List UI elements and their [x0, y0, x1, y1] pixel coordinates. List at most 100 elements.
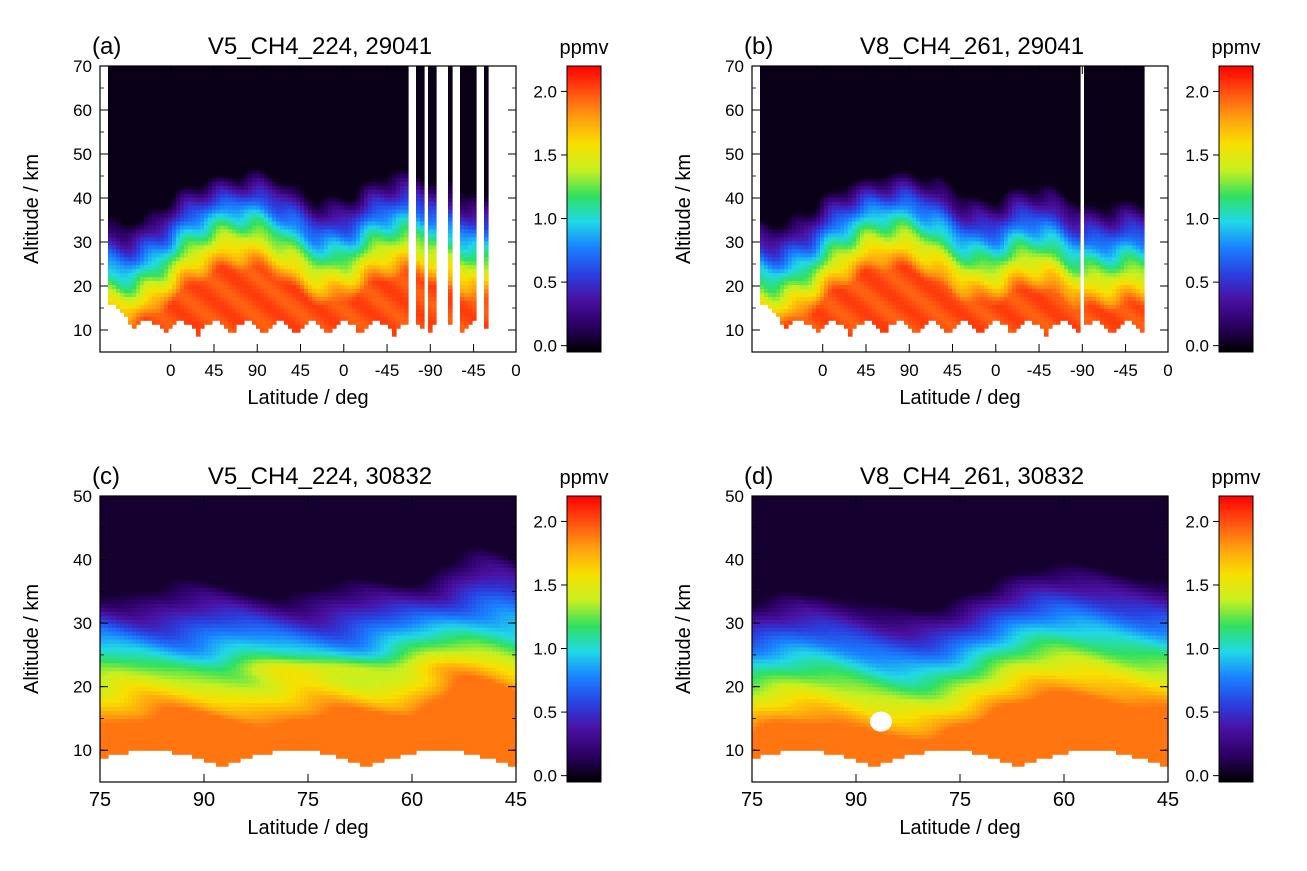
- colorbar-tick-label: 0.5: [533, 273, 557, 292]
- y-tick-label: 60: [73, 101, 92, 120]
- x-tick-label: 90: [193, 789, 215, 811]
- y-tick-label: 20: [73, 277, 92, 296]
- x-tick-label: -45: [375, 361, 400, 380]
- colorbar-tick-label: 0.0: [533, 767, 557, 786]
- x-tick-label: 90: [248, 361, 267, 380]
- y-tick-label: 30: [725, 233, 744, 252]
- y-tick-label: 10: [725, 741, 744, 760]
- y-tick-label: 30: [73, 614, 92, 633]
- y-tick-label: 30: [725, 614, 744, 633]
- colorbar-tick-label: 0.5: [1185, 703, 1209, 722]
- y-tick-label: 40: [73, 551, 92, 570]
- colorbar-tick-label: 2.0: [533, 512, 557, 531]
- colorbar-tick-label: 1.0: [533, 640, 557, 659]
- x-tick-label: 45: [857, 361, 876, 380]
- y-axis-label: Altitude / km: [21, 584, 43, 694]
- y-tick-label: 50: [725, 487, 744, 506]
- panel-letter: (c): [92, 463, 120, 490]
- y-tick-label: 10: [73, 321, 92, 340]
- panel-letter: (d): [744, 463, 773, 490]
- colorbar-tick-label: 1.5: [533, 146, 557, 165]
- colorbar-unit: ppmv: [1212, 37, 1261, 59]
- x-tick-label: 45: [505, 789, 527, 811]
- colorbar-tick-label: 1.5: [533, 576, 557, 595]
- panel-title: V8_CH4_261, 30832: [860, 463, 1084, 490]
- x-tick-label: 0: [818, 361, 827, 380]
- colorbar-tick-label: 2.0: [1185, 82, 1209, 101]
- colorbar: ppmv 0.0 0.5 1.0 1.5 2.0: [1185, 467, 1260, 786]
- y-tick-label: 40: [725, 551, 744, 570]
- x-tick-label: 45: [291, 361, 310, 380]
- x-tick-label: 60: [1053, 789, 1075, 811]
- y-tick-label: 70: [725, 57, 744, 76]
- x-axis-label: Latitude / deg: [899, 387, 1020, 409]
- colorbar-tick-label: 1.0: [533, 210, 557, 229]
- x-tick-label: -45: [1113, 361, 1138, 380]
- colorbar: ppmv 0.0 0.5 1.0 1.5 2.0: [533, 467, 608, 786]
- x-tick-label: 0: [339, 361, 348, 380]
- y-tick-label: 50: [73, 487, 92, 506]
- heatmap-field: [100, 496, 517, 767]
- colorbar-unit: ppmv: [560, 467, 609, 489]
- panel-letter: (b): [744, 33, 773, 60]
- y-axis-label: Altitude / km: [673, 154, 695, 264]
- colorbar-tick-label: 1.0: [1185, 210, 1209, 229]
- colorbar-tick-label: 2.0: [1185, 512, 1209, 531]
- x-tick-label: 0: [991, 361, 1000, 380]
- x-tick-label: 75: [297, 789, 319, 811]
- colorbar-tick-label: 0.5: [533, 703, 557, 722]
- colorbar-tick-label: 0.0: [1185, 767, 1209, 786]
- y-tick-label: 20: [725, 678, 744, 697]
- x-tick-label: 0: [1163, 361, 1172, 380]
- y-tick-label: 70: [73, 57, 92, 76]
- figure: 10 20 30 40 50 60 70 0 45 90 45 0 -45 -90 -45 0 Latitude…: [0, 0, 1307, 871]
- panel-title: V5_CH4_224, 30832: [208, 463, 432, 490]
- x-tick-label: 45: [205, 361, 224, 380]
- colorbar-tick-label: 0.0: [533, 337, 557, 356]
- x-tick-label: 90: [900, 361, 919, 380]
- colorbar-scale: [1219, 496, 1253, 782]
- y-tick-label: 60: [725, 101, 744, 120]
- x-tick-label: 90: [845, 789, 867, 811]
- y-tick-label: 40: [73, 189, 92, 208]
- y-tick-label: 50: [73, 145, 92, 164]
- x-tick-label: 75: [741, 789, 763, 811]
- x-axis-label: Latitude / deg: [247, 387, 368, 409]
- heatmap-field: [108, 66, 489, 337]
- y-tick-label: 30: [73, 233, 92, 252]
- heatmap-field: [760, 66, 1145, 337]
- colorbar-unit: ppmv: [560, 37, 609, 59]
- colorbar-scale: [567, 496, 601, 782]
- colorbar-unit: ppmv: [1212, 467, 1261, 489]
- panel-title: V5_CH4_224, 29041: [208, 33, 432, 60]
- y-tick-label: 10: [725, 321, 744, 340]
- x-tick-label: -45: [1027, 361, 1052, 380]
- colorbar-tick-label: 1.0: [1185, 640, 1209, 659]
- colorbar-tick-label: 0.5: [1185, 273, 1209, 292]
- x-tick-label: 0: [166, 361, 175, 380]
- panel-letter: (a): [92, 33, 121, 60]
- panel-b: 10 20 30 40 50 60 70 0 45 90 45 0 -45 -90 -45 0 Latitude…: [673, 33, 1260, 409]
- heatmap-field: [752, 496, 1169, 767]
- missing-data-gap: [870, 712, 892, 732]
- y-tick-label: 20: [725, 277, 744, 296]
- x-tick-label: 75: [949, 789, 971, 811]
- colorbar-scale: [1219, 66, 1253, 352]
- panel-a: 10 20 30 40 50 60 70 0 45 90 45 0 -45 -90 -45 0 Latitude…: [21, 33, 608, 409]
- x-tick-label: -45: [461, 361, 486, 380]
- y-tick-label: 20: [73, 678, 92, 697]
- y-tick-label: 50: [725, 145, 744, 164]
- x-tick-label: -90: [1070, 361, 1095, 380]
- x-axis-label: Latitude / deg: [247, 817, 368, 839]
- y-tick-label: 40: [725, 189, 744, 208]
- colorbar-tick-label: 1.5: [1185, 576, 1209, 595]
- x-tick-label: -90: [418, 361, 443, 380]
- panel-title: V8_CH4_261, 29041: [860, 33, 1084, 60]
- y-axis-label: Altitude / km: [673, 584, 695, 694]
- x-tick-label: 45: [943, 361, 962, 380]
- x-tick-label: 0: [511, 361, 520, 380]
- colorbar-tick-label: 1.5: [1185, 146, 1209, 165]
